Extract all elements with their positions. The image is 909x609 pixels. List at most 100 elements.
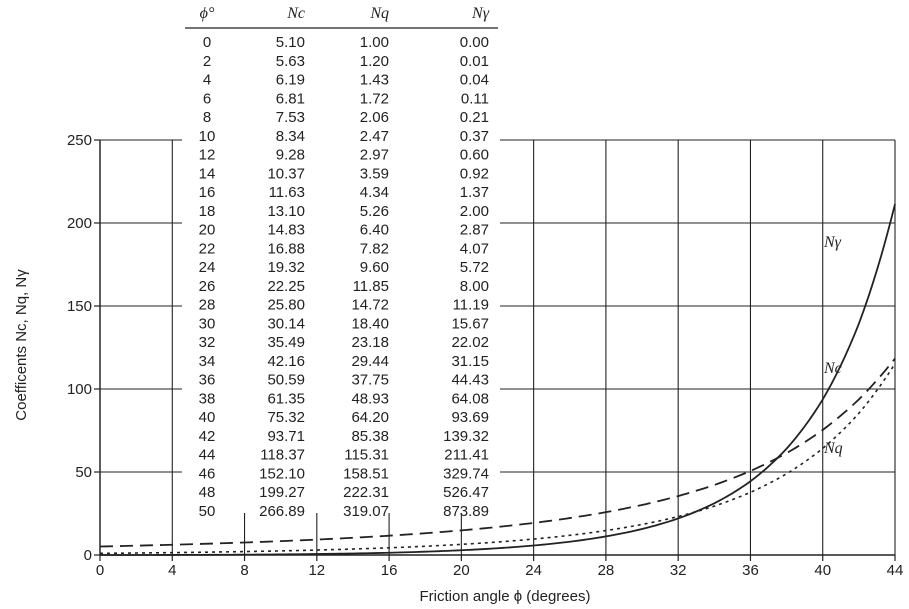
y-tick-label: 0 (84, 547, 92, 564)
table-cell: 152.10 (259, 465, 305, 482)
x-tick-label: 24 (525, 562, 542, 579)
table-cell: 12 (199, 147, 216, 164)
x-tick-label: 16 (381, 562, 398, 579)
table-cell: 22.02 (451, 334, 489, 351)
table-cell: 11.63 (269, 184, 305, 201)
table-cell: 6.40 (360, 222, 389, 239)
table-cell: 2.97 (360, 147, 389, 164)
table-cell: 199.27 (259, 484, 305, 501)
table-cell: 0.01 (460, 53, 489, 70)
table-cell: 2.06 (360, 109, 389, 126)
table-cell: 28 (199, 297, 216, 314)
table-cell: 319.07 (343, 503, 389, 520)
y-tick-label: 100 (67, 381, 92, 398)
table-cell: 85.38 (351, 428, 389, 445)
table-cell: 2.00 (460, 203, 489, 220)
curve-label: Nq (823, 440, 843, 457)
table-cell: 5.63 (276, 53, 305, 70)
table-cell: 22.25 (267, 278, 305, 295)
table-cell: 0.00 (460, 34, 489, 51)
y-tick-label: 200 (67, 215, 92, 232)
table-cell: 46 (199, 465, 216, 482)
y-tick-label: 150 (67, 298, 92, 315)
x-tick-label: 20 (453, 562, 470, 579)
x-tick-label: 32 (670, 562, 687, 579)
table-cell: 1.20 (360, 53, 389, 70)
coefficient-table: ϕ° Nc Nq Nγ 0 5.10 1.00 0.00 2 5.63 1.20 0.01 4 6.19 1… (185, 5, 498, 520)
table-cell: 2 (203, 53, 211, 70)
table-cell: 93.69 (451, 409, 489, 426)
x-tick-label: 36 (742, 562, 759, 579)
table-cell: 0.37 (460, 128, 489, 145)
table-cell: 34 (199, 353, 216, 370)
curve-label: Nγ (823, 234, 842, 251)
table-cell: 6.19 (276, 72, 305, 89)
table-cell: 14.83 (267, 222, 305, 239)
table-cell: 8 (203, 109, 211, 126)
x-tick-label: 40 (814, 562, 831, 579)
table-background (182, 28, 500, 513)
table-cell: 11.85 (353, 278, 389, 295)
table-cell: 32 (199, 334, 216, 351)
table-cell: 1.43 (360, 72, 389, 89)
table-cell: 158.51 (343, 465, 389, 482)
table-cell: 48.93 (351, 390, 389, 407)
table-cell: 42 (199, 428, 216, 445)
labels: Friction angle ϕ (degrees) Coefficents N… (13, 269, 590, 605)
table-cell: 22 (199, 240, 216, 257)
table-header: Nc (286, 5, 305, 22)
table-cell: 139.32 (443, 428, 489, 445)
table-cell: 23.18 (351, 334, 389, 351)
table-backdrop (182, 28, 500, 513)
table-cell: 14 (199, 165, 216, 182)
table-cell: 0.04 (460, 72, 489, 89)
table-cell: 44.43 (451, 372, 489, 389)
table-cell: 64.08 (451, 390, 489, 407)
table-cell: 9.60 (360, 259, 389, 276)
x-axis-label: Friction angle ϕ (degrees) (420, 588, 591, 605)
table-cell: 8.00 (460, 278, 489, 295)
table-cell: 35.49 (267, 334, 305, 351)
table-cell: 30.14 (267, 315, 305, 332)
table-cell: 75.32 (267, 409, 305, 426)
table-cell: 37.75 (351, 372, 389, 389)
table-cell: 211.41 (444, 447, 489, 464)
table-cell: 10.37 (267, 165, 305, 182)
table-cell: 44 (199, 447, 216, 464)
y-axis-label: Coefficents Nc, Nq, Nγ (13, 269, 30, 421)
table-cell: 36 (199, 372, 216, 389)
table-header: Nq (369, 5, 389, 22)
table-cell: 40 (199, 409, 216, 426)
table-cell: 329.74 (443, 465, 489, 482)
table-cell: 222.31 (343, 484, 389, 501)
table-cell: 16 (199, 184, 216, 201)
table-cell: 38 (199, 390, 216, 407)
table-cell: 2.47 (360, 128, 389, 145)
table-cell: 61.35 (267, 390, 305, 407)
table-cell: 115.31 (344, 447, 389, 464)
table-cell: 50 (199, 503, 216, 520)
table-cell: 26 (199, 278, 216, 295)
y-tick-label: 50 (75, 464, 92, 481)
table-cell: 873.89 (443, 503, 489, 520)
table-cell: 1.72 (360, 90, 389, 107)
table-cell: 50.59 (267, 372, 305, 389)
table-cell: 0.21 (460, 109, 489, 126)
table-cell: 10 (199, 128, 216, 145)
table-header: ϕ° (200, 5, 215, 22)
y-tick-label: 250 (67, 132, 92, 149)
x-tick-label: 44 (887, 562, 904, 579)
table-cell: 29.44 (351, 353, 389, 370)
table-cell: 5.10 (276, 34, 305, 51)
table-cell: 266.89 (259, 503, 305, 520)
table-cell: 20 (199, 222, 216, 239)
table-cell: 1.37 (460, 184, 489, 201)
table-cell: 24 (199, 259, 216, 276)
table-cell: 5.26 (360, 203, 389, 220)
table-cell: 13.10 (267, 203, 305, 220)
series-line-n-c (99, 357, 896, 548)
table-cell: 7.53 (276, 109, 305, 126)
table-cell: 7.82 (360, 240, 389, 257)
